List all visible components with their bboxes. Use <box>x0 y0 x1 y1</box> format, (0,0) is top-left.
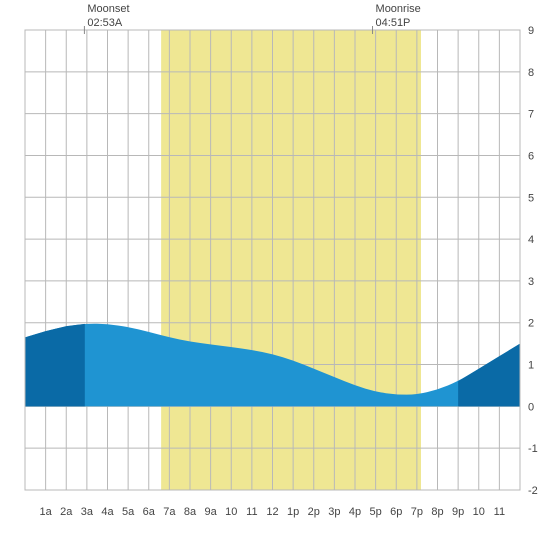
y-tick-label: -2 <box>528 485 538 497</box>
x-tick-label: 7a <box>163 506 176 518</box>
x-tick-label: 4a <box>101 506 114 518</box>
x-tick-label: 7p <box>411 506 423 518</box>
moonrise-title: Moonrise <box>376 2 421 16</box>
x-tick-label: 4p <box>349 506 361 518</box>
x-tick-label: 10 <box>225 506 237 518</box>
y-tick-label: 3 <box>528 276 534 288</box>
x-tick-label: 6p <box>390 506 402 518</box>
y-tick-label: 9 <box>528 25 534 37</box>
x-tick-label: 3p <box>328 506 340 518</box>
moonset-time: 02:53A <box>87 16 129 30</box>
y-tick-label: 8 <box>528 67 534 79</box>
x-tick-label: 9a <box>205 506 218 518</box>
y-tick-label: 1 <box>528 360 534 372</box>
x-tick-label: 5a <box>122 506 135 518</box>
x-tick-label: 11 <box>246 506 257 518</box>
x-tick-label: 11 <box>494 506 505 518</box>
x-tick-label: 10 <box>473 506 485 518</box>
night-overlay-1 <box>458 344 520 407</box>
x-tick-label: 12 <box>266 506 278 518</box>
y-tick-label: 5 <box>528 192 534 204</box>
x-tick-label: 6a <box>143 506 156 518</box>
night-overlay-0 <box>25 324 85 407</box>
x-tick-label: 1p <box>287 506 299 518</box>
moonset-label: Moonset02:53A <box>87 2 129 31</box>
x-tick-label: 2a <box>60 506 73 518</box>
x-tick-label: 8a <box>184 506 197 518</box>
daylight-band <box>161 30 421 490</box>
chart-svg: -2-101234567891a2a3a4a5a6a7a8a9a1011121p… <box>0 0 550 550</box>
y-tick-label: -1 <box>528 443 538 455</box>
x-tick-label: 8p <box>431 506 443 518</box>
x-tick-label: 1a <box>40 506 53 518</box>
y-tick-label: 4 <box>528 234 534 246</box>
x-tick-label: 9p <box>452 506 464 518</box>
x-tick-label: 2p <box>308 506 320 518</box>
y-tick-label: 6 <box>528 150 534 162</box>
y-tick-label: 0 <box>528 401 534 413</box>
x-tick-label: 5p <box>370 506 382 518</box>
y-tick-label: 7 <box>528 109 534 121</box>
moonrise-label: Moonrise04:51P <box>376 2 421 31</box>
tide-chart: -2-101234567891a2a3a4a5a6a7a8a9a1011121p… <box>0 0 550 550</box>
x-tick-label: 3a <box>81 506 94 518</box>
y-tick-label: 2 <box>528 318 534 330</box>
moonrise-time: 04:51P <box>376 16 421 30</box>
moonset-title: Moonset <box>87 2 129 16</box>
